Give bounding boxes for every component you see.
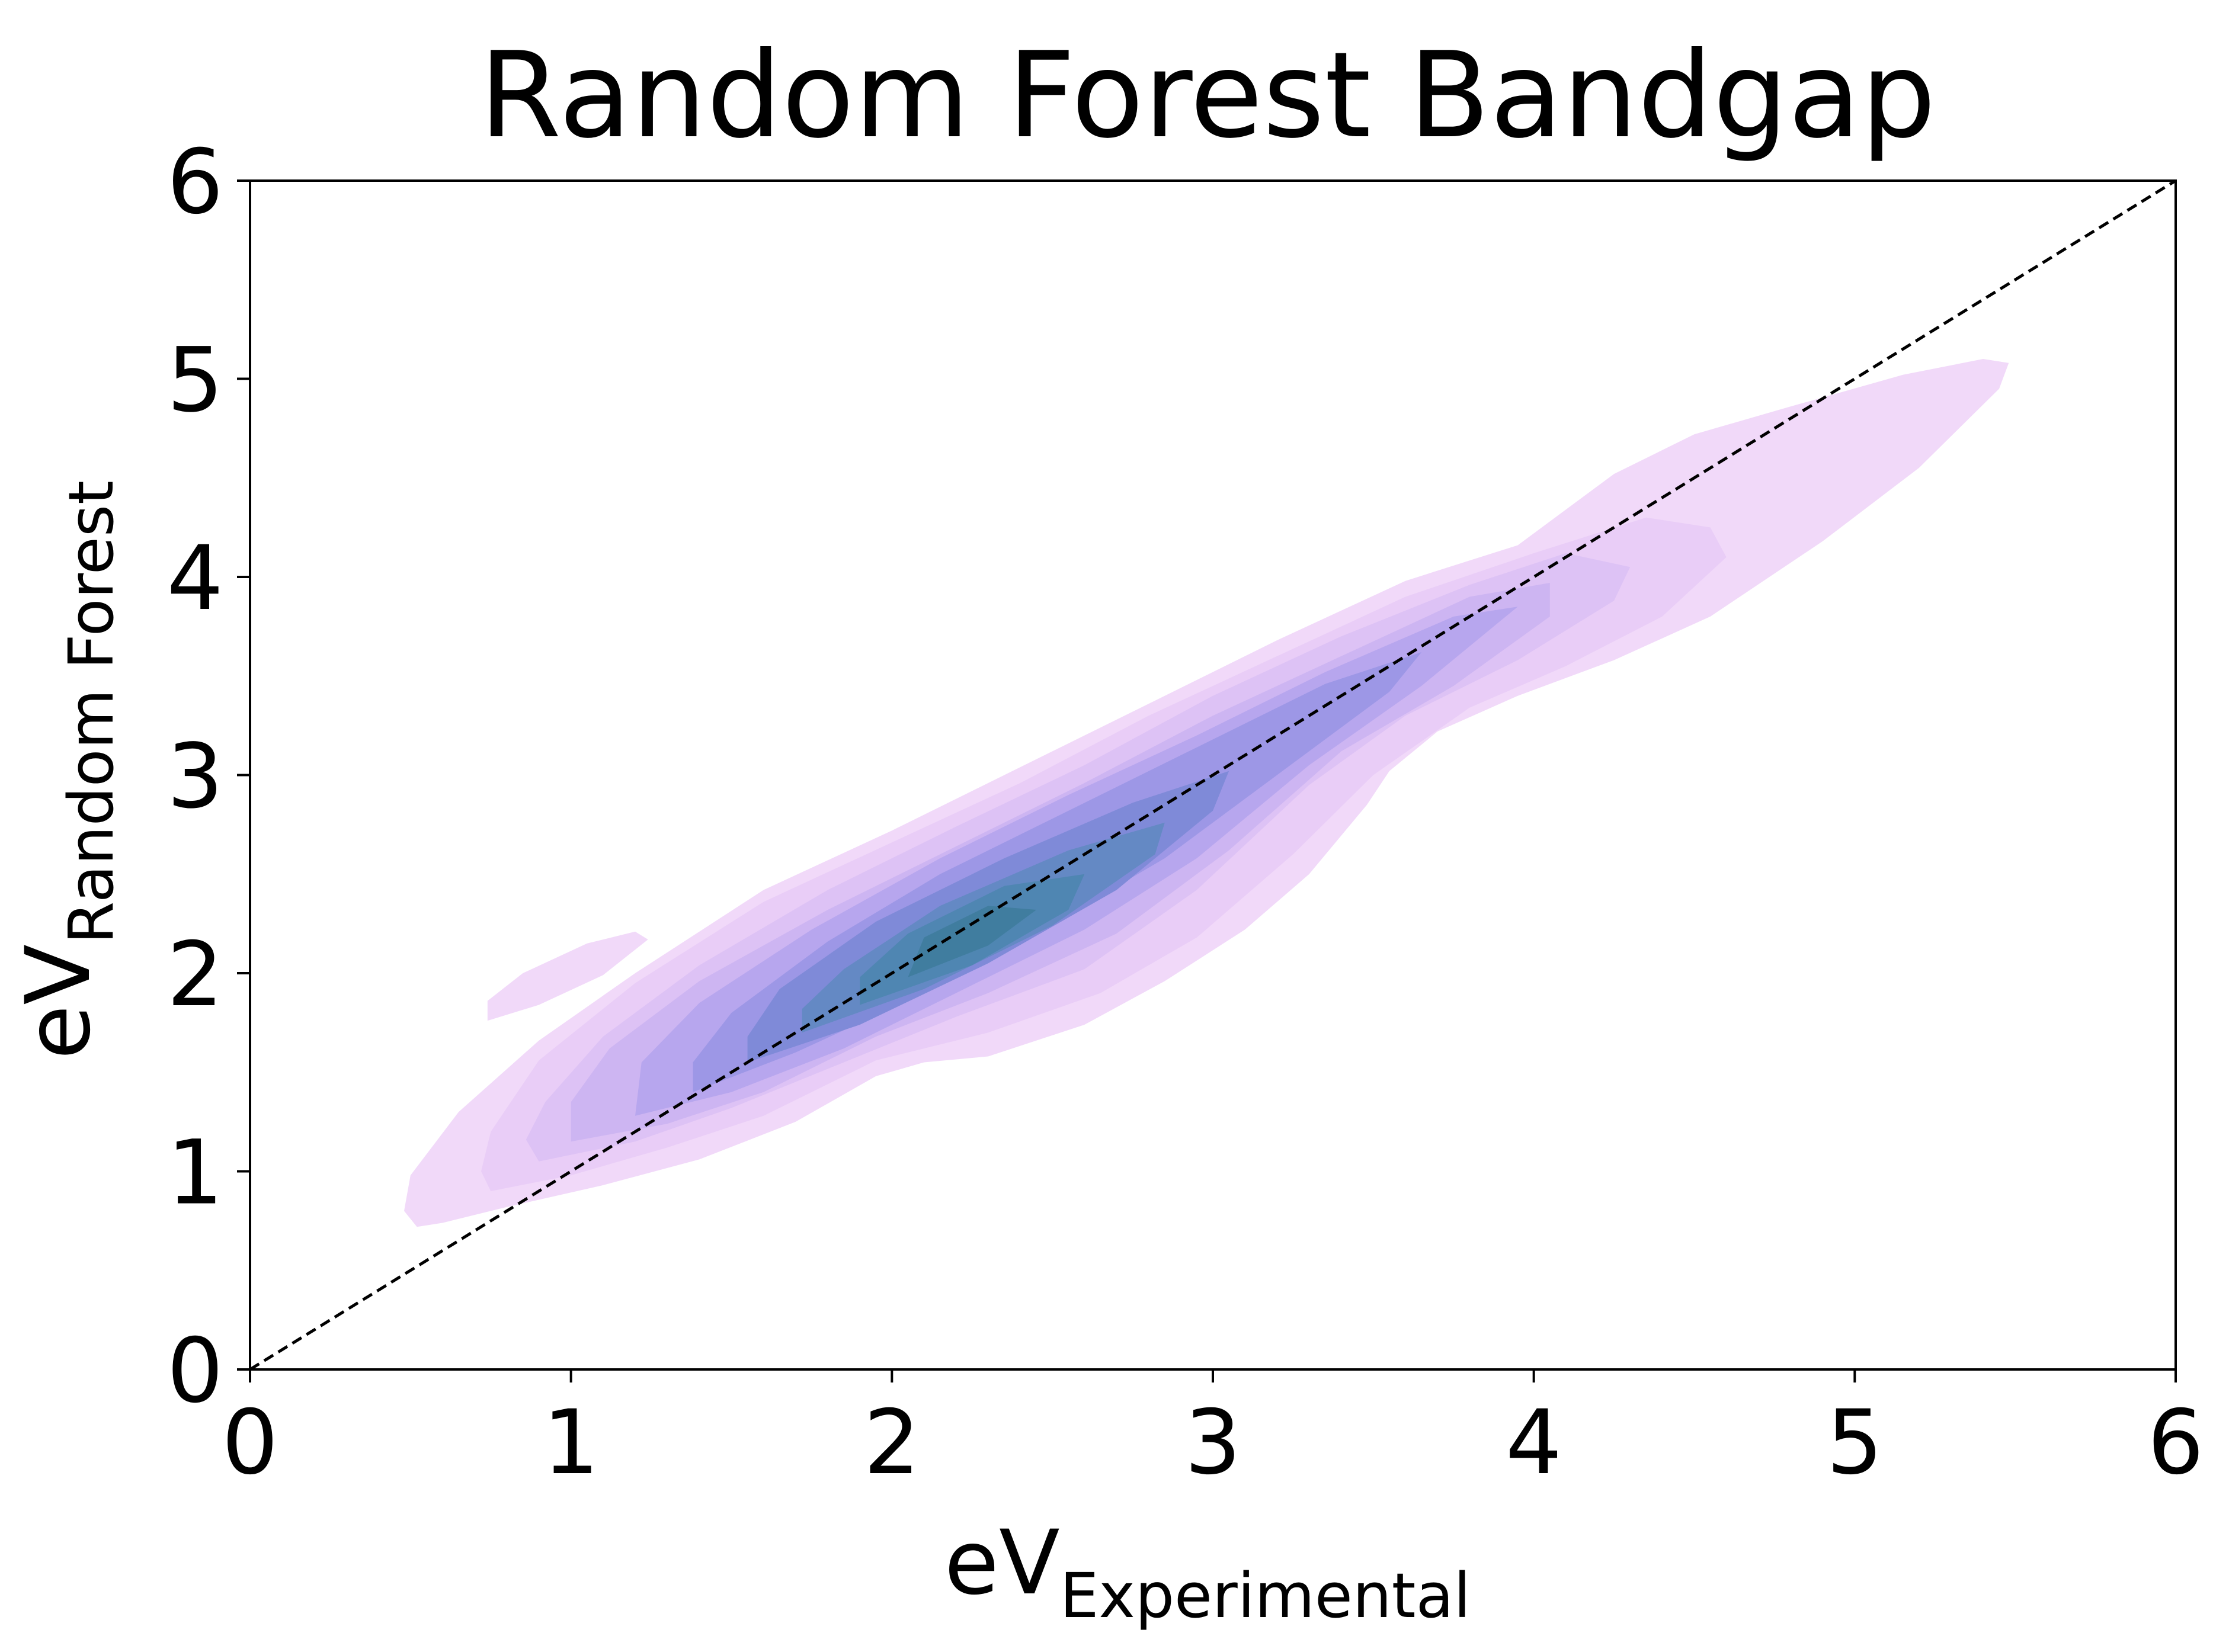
density-level-10-region-1 xyxy=(908,906,1037,977)
y-tick-label: 6 xyxy=(167,131,223,234)
x-tick-label: 0 xyxy=(222,1391,278,1494)
x-axis-label: eVExperimental xyxy=(944,1512,1471,1632)
x-tick-label: 1 xyxy=(543,1391,599,1494)
y-tick-label: 0 xyxy=(167,1320,223,1423)
x-axis-label-main: eV xyxy=(944,1512,1060,1615)
x-tick-label: 2 xyxy=(864,1391,920,1494)
identity-line xyxy=(249,179,2177,1371)
x-tick-label: 5 xyxy=(1827,1391,1883,1494)
x-tick-label: 4 xyxy=(1506,1391,1562,1494)
y-axis-label-main: eV xyxy=(7,944,110,1060)
density-level-1-region-2 xyxy=(487,931,648,1021)
chart-title: Random Forest Bandgap xyxy=(479,27,1936,165)
y-axis-label: eVRandom Forest xyxy=(7,480,127,1060)
x-tick-label: 6 xyxy=(2147,1391,2204,1494)
x-tick-label: 3 xyxy=(1184,1391,1241,1494)
x-axis-label-sub: Experimental xyxy=(1060,1560,1471,1632)
y-tick-label: 3 xyxy=(167,726,223,829)
y-tick-label: 5 xyxy=(167,329,223,432)
y-axis-label-sub: Random Forest xyxy=(55,480,127,944)
identity-reference xyxy=(249,179,2177,1371)
y-tick-label: 1 xyxy=(167,1122,223,1225)
axes xyxy=(237,179,2177,1382)
y-tick-label: 4 xyxy=(167,527,223,630)
y-tick-label: 2 xyxy=(167,923,223,1027)
density-contours xyxy=(404,359,2009,1227)
tick-labels: 0 1 2 3 4 5 6 0 1 2 3 4 5 6 xyxy=(167,131,2204,1494)
